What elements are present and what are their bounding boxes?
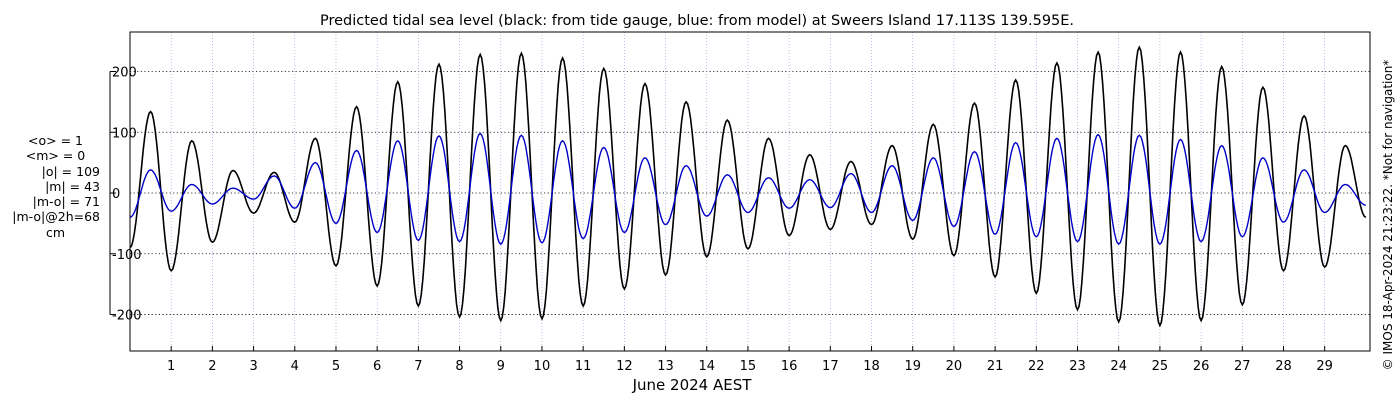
- stat-abs-observed: |o| = 109: [41, 163, 100, 179]
- stat-abs-difference-2h: |m-o|@2h=68: [12, 209, 100, 225]
- x-tick-label: 25: [1152, 359, 1169, 374]
- stat-abs-difference: |m-o| = 71: [32, 194, 100, 210]
- y-tick-label: -200: [112, 309, 142, 324]
- x-tick-label: 21: [987, 359, 1004, 374]
- x-tick-label: 13: [657, 359, 674, 374]
- stat-abs-model: |m| = 43: [45, 178, 100, 194]
- y-tick-label: 0: [112, 187, 120, 202]
- x-tick-label: 17: [822, 359, 839, 374]
- x-tick-label: 18: [863, 359, 880, 374]
- statistics-box: <o> = 1 <m> = 0 |o| = 109 |m| = 43 |m-o|…: [8, 133, 103, 240]
- y-tick-label: 100: [112, 126, 137, 141]
- stat-mean-model: <m> = 0: [25, 148, 86, 164]
- x-tick-label: 9: [497, 359, 505, 374]
- x-tick-label: 11: [575, 359, 592, 374]
- x-tick-label: 15: [740, 359, 757, 374]
- x-tick-label: 12: [616, 359, 633, 374]
- y-tick-label: 200: [112, 65, 137, 80]
- x-tick-label: 2: [208, 359, 216, 374]
- x-axis-label: June 2024 AEST: [632, 376, 753, 394]
- x-tick-label: 4: [291, 359, 299, 374]
- x-tick-label: 3: [249, 359, 257, 374]
- series-line-model: [129, 132, 1367, 246]
- x-axis: 1 2 3 4 5 6 7 8 9 10 11 12 13 14 15 16 17 18 19 20 21 22 23 24 2…: [167, 346, 1333, 374]
- y-axis: 200 100 0 -100 -200: [109, 65, 142, 324]
- x-tick-label: 29: [1316, 359, 1333, 374]
- copyright-note: © IMOS 18-Apr-2024 21:23:22. *Not for na…: [1381, 60, 1395, 371]
- x-tick-label: 14: [698, 359, 715, 374]
- x-tick-label: 24: [1110, 359, 1127, 374]
- x-tick-label: 19: [904, 359, 921, 374]
- stat-unit: cm: [45, 224, 66, 240]
- x-tick-label: 22: [1028, 359, 1045, 374]
- y-tick-label: -100: [112, 248, 142, 263]
- series-line-tide-gauge: [129, 45, 1367, 328]
- plot-frame: [129, 31, 1371, 352]
- series-layer: [129, 45, 1367, 328]
- x-tick-label: 6: [373, 359, 381, 374]
- x-tick-label: 20: [946, 359, 963, 374]
- x-tick-label: 1: [167, 359, 175, 374]
- x-tick-label: 5: [332, 359, 340, 374]
- x-tick-label: 10: [534, 359, 551, 374]
- grid: [130, 32, 1370, 351]
- x-tick-label: 23: [1069, 359, 1086, 374]
- chart-title: Predicted tidal sea level (black: from t…: [320, 13, 1074, 29]
- x-tick-label: 8: [455, 359, 463, 374]
- stat-mean-observed: <o> = 1: [28, 133, 83, 148]
- x-tick-label: 28: [1275, 359, 1292, 374]
- x-tick-label: 27: [1234, 359, 1251, 374]
- x-tick-label: 26: [1193, 359, 1210, 374]
- x-tick-label: 7: [414, 359, 422, 374]
- x-tick-label: 16: [781, 359, 798, 374]
